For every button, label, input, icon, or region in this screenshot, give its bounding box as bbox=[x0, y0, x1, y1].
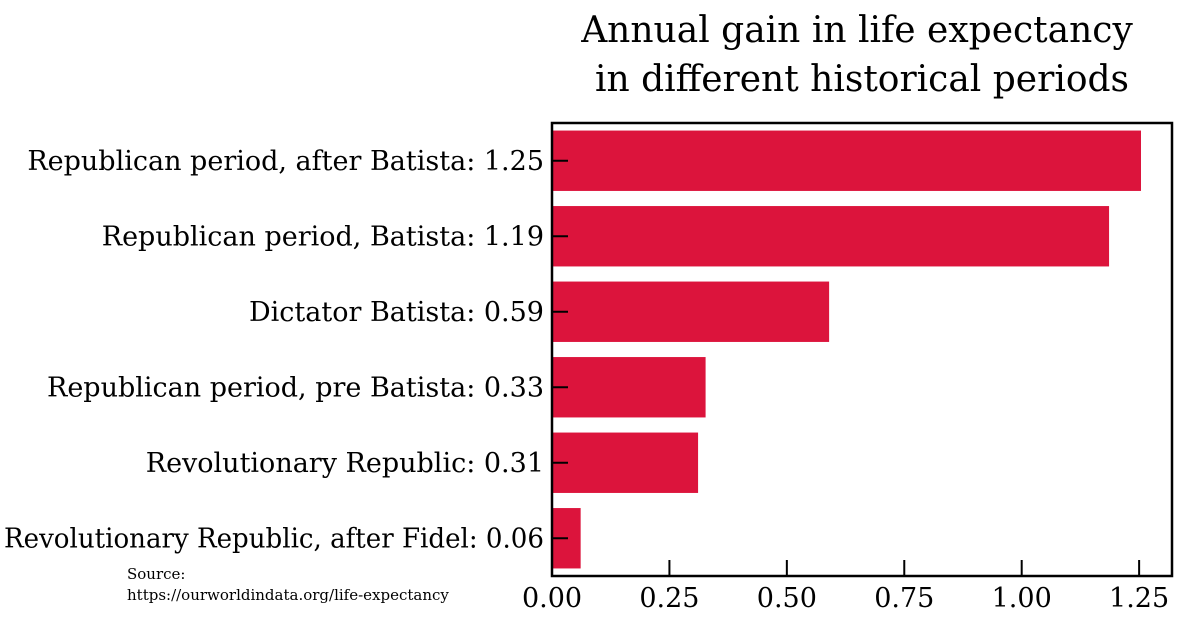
chart-title-line-1: Annual gain in life expectancy bbox=[580, 10, 1133, 51]
chart-title: Annual gain in life expectancy in differ… bbox=[580, 10, 1133, 100]
bar-0 bbox=[552, 130, 1141, 191]
x-tick-label-0: 0.00 bbox=[522, 583, 582, 614]
source-note: Source: https://ourworldindata.org/life-… bbox=[127, 565, 449, 604]
bars-group bbox=[552, 130, 1141, 569]
category-label-5: Revolutionary Republic, after Fidel: 0.0… bbox=[4, 523, 544, 554]
bar-2 bbox=[552, 281, 830, 342]
source-url: https://ourworldindata.org/life-expectan… bbox=[127, 586, 449, 604]
category-label-2: Dictator Batista: 0.59 bbox=[249, 297, 544, 328]
plot-frame bbox=[550, 121, 1174, 578]
bar-4 bbox=[552, 432, 699, 493]
chart-title-line-2: in different historical periods bbox=[595, 59, 1129, 100]
category-label-4: Revolutionary Republic: 0.31 bbox=[146, 448, 544, 479]
bar-1 bbox=[552, 206, 1110, 267]
x-tick-label-4: 1.00 bbox=[992, 583, 1052, 614]
bar-3 bbox=[552, 357, 706, 418]
category-labels: Republican period, after Batista: 1.25 Re… bbox=[4, 146, 568, 554]
source-label: Source: bbox=[127, 565, 185, 583]
category-label-1: Republican period, Batista: 1.19 bbox=[102, 221, 544, 252]
x-tick-label-3: 0.75 bbox=[874, 583, 934, 614]
x-tick-label-1: 0.25 bbox=[639, 583, 699, 614]
x-tick-label-2: 0.50 bbox=[757, 583, 817, 614]
x-tick-label-5: 1.25 bbox=[1109, 583, 1169, 614]
x-axis-ticks: 0.00 0.25 0.50 0.75 1.00 1.25 bbox=[522, 560, 1169, 614]
category-label-3: Republican period, pre Batista: 0.33 bbox=[47, 372, 544, 403]
category-label-0: Republican period, after Batista: 1.25 bbox=[27, 146, 544, 177]
